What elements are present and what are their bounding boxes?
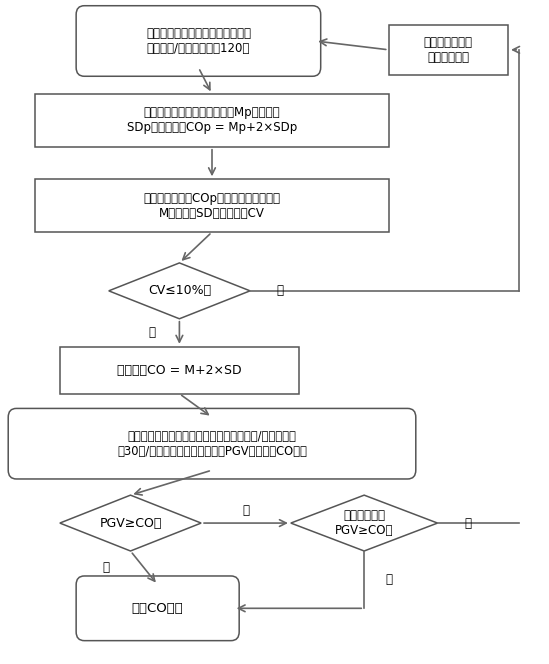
Text: 是: 是 [149, 326, 156, 339]
Text: 根据每个抗体的COp值计算它们的平均值
M、标准差SD和变异系数CV: 根据每个抗体的COp值计算它们的平均值 M、标准差SD和变异系数CV [143, 192, 281, 220]
Text: 再次实验确认
PGV≥CO？: 再次实验确认 PGV≥CO？ [335, 509, 394, 537]
Polygon shape [60, 495, 201, 551]
FancyBboxPatch shape [8, 408, 416, 479]
Text: 否: 否 [464, 517, 471, 530]
Text: 是: 是 [103, 561, 110, 574]
Text: 测定各抗体灰度值并计算均值Mp和标准差
SDp，各抗体的COp = Mp+2×SDp: 测定各抗体灰度值并计算均值Mp和标准差 SDp，各抗体的COp = Mp+2×S… [127, 106, 297, 134]
Text: CV≤10%？: CV≤10%？ [148, 284, 211, 297]
Text: 检测随机选取的临床确诊为阳性的新鲜血清/血浆标本至
少30份/检测项目，将其灰度值（PGV）与膜条CO比较: 检测随机选取的临床确诊为阳性的新鲜血清/血浆标本至 少30份/检测项目，将其灰度… [117, 430, 307, 457]
Text: 是: 是 [385, 573, 392, 586]
Text: 否: 否 [277, 284, 283, 297]
FancyBboxPatch shape [60, 347, 299, 394]
FancyBboxPatch shape [76, 6, 321, 76]
Polygon shape [291, 495, 438, 551]
FancyBboxPatch shape [389, 25, 508, 75]
FancyBboxPatch shape [35, 94, 389, 147]
Text: 检测随机选取的临床确诊为阴性的
新鲜血清/血浆标本至少120份: 检测随机选取的临床确诊为阴性的 新鲜血清/血浆标本至少120份 [146, 27, 251, 55]
Polygon shape [109, 263, 250, 319]
Text: 调整包被抗原浓
度，重新检测: 调整包被抗原浓 度，重新检测 [424, 36, 473, 64]
FancyBboxPatch shape [35, 179, 389, 232]
Text: 否: 否 [243, 503, 249, 517]
FancyBboxPatch shape [76, 576, 239, 641]
Text: 得到膜条CO = M+2×SD: 得到膜条CO = M+2×SD [117, 364, 242, 376]
Text: 膜条CO确定: 膜条CO确定 [132, 602, 183, 615]
Text: PGV≥CO？: PGV≥CO？ [99, 517, 161, 530]
